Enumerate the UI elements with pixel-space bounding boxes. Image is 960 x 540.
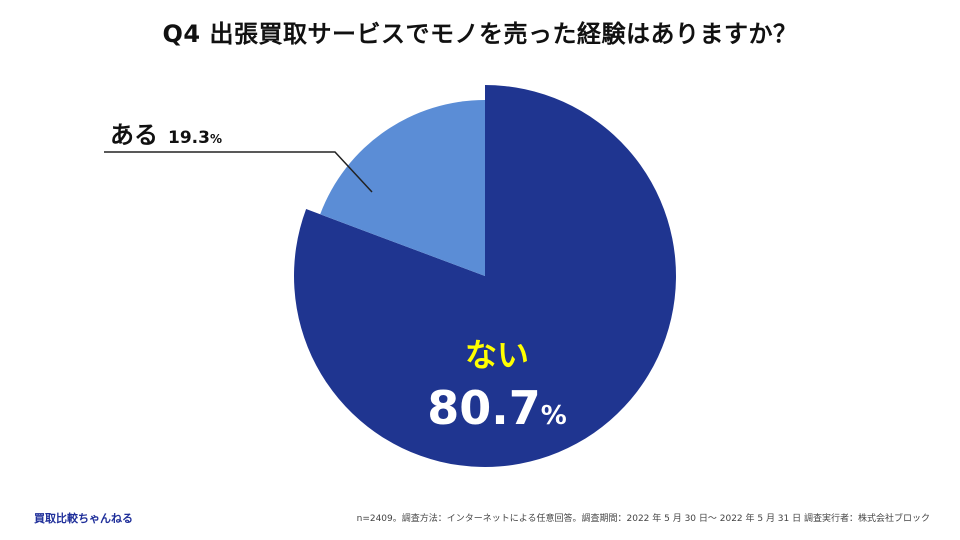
slice-value-aru: 19.3% <box>168 128 222 148</box>
slice-name-nai: ない <box>465 336 529 374</box>
slice-label-aru: ある 19.3% <box>110 121 222 149</box>
slice-value-nai: 80.7% <box>427 381 567 435</box>
leader-line-aru <box>104 151 373 193</box>
slice-label-nai: ない 80.7% <box>427 336 567 435</box>
pie-slice-aru <box>320 100 485 276</box>
pie-slice-nai <box>294 85 677 467</box>
survey-footnote: n=2409。調査方法：インターネットによる任意回答。調査期間：2022 年 5… <box>356 514 930 524</box>
brand-name: 買取比較ちゃんねる <box>34 512 133 525</box>
chart-title: Q4 出張買取サービスでモノを売った経験はありますか？ <box>162 20 798 48</box>
slice-name-aru: ある <box>110 121 158 149</box>
